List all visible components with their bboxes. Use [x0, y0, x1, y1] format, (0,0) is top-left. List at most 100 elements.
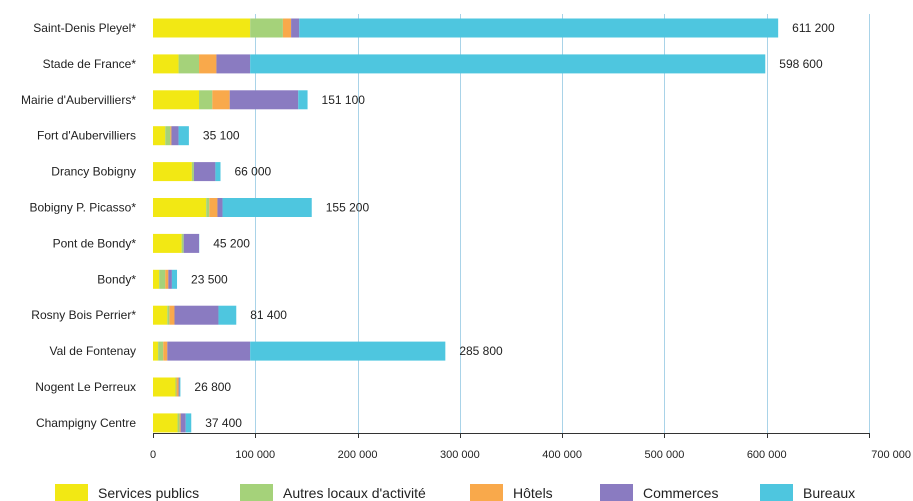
- x-tick-label-6: 600 000: [747, 449, 787, 461]
- category-label-9: Val de Fontenay: [49, 344, 136, 358]
- total-labels: 611 200 598 600 151 100 35 100 66 000 155 200…: [191, 21, 835, 430]
- bar-segment-8-2: [169, 305, 175, 325]
- bar-segment-5-0: [153, 198, 207, 217]
- bar-segment-0-1: [250, 18, 283, 38]
- bar-segment-9-2: [163, 341, 168, 361]
- bar-segment-1-1: [178, 54, 200, 74]
- bar-segment-10-0: [153, 377, 176, 397]
- category-label-1: Stade de France*: [43, 57, 137, 71]
- bar-segment-7-4: [171, 269, 178, 289]
- total-label-8: 81 400: [250, 308, 287, 322]
- x-axis: 0 100 000 200 000 300 000 400 000 500 000 600 …: [150, 433, 911, 461]
- bar-segment-10-3: [178, 377, 180, 397]
- bar-segment-8-4: [218, 305, 237, 325]
- total-label-0: 611 200: [792, 21, 835, 35]
- bar-segment-0-0: [153, 18, 251, 38]
- legend: Services publics Autres locaux d'activité…: [55, 484, 855, 501]
- legend-swatch-3: [600, 484, 633, 501]
- total-label-11: 37 400: [205, 416, 242, 430]
- x-tick-label-4: 400 000: [542, 449, 582, 461]
- x-tick-label-2: 200 000: [338, 449, 378, 461]
- bar-segment-5-3: [217, 198, 223, 217]
- total-label-2: 151 100: [322, 93, 366, 107]
- bar-segment-3-1: [165, 126, 171, 146]
- category-label-7: Bondy*: [97, 272, 136, 286]
- bar-segment-11-1: [177, 413, 180, 433]
- legend-label-0: Services publics: [98, 485, 199, 501]
- bar-segment-3-0: [153, 126, 166, 146]
- bar-segment-7-0: [153, 269, 160, 289]
- bar-segment-3-3: [171, 126, 179, 146]
- category-label-3: Fort d'Aubervilliers: [37, 129, 136, 143]
- bar-segment-11-4: [185, 413, 192, 433]
- legend-label-4: Bureaux: [803, 485, 855, 501]
- bar-segment-2-2: [212, 90, 230, 110]
- total-label-9: 285 800: [459, 344, 503, 358]
- bar-segment-6-1: [181, 233, 184, 253]
- bar-segment-0-3: [291, 18, 300, 38]
- category-label-5: Bobigny P. Picasso*: [29, 201, 136, 215]
- bar-segment-2-3: [229, 90, 299, 110]
- bar-segment-1-4: [250, 54, 766, 74]
- x-tick-label-0: 0: [150, 449, 156, 461]
- bar-segment-11-2: [179, 413, 181, 433]
- bar-segment-3-4: [178, 126, 189, 146]
- legend-label-3: Commerces: [643, 485, 718, 501]
- category-label-8: Rosny Bois Perrier*: [31, 308, 136, 322]
- bar-segment-10-4: [179, 377, 181, 397]
- bar-segment-9-1: [158, 341, 164, 361]
- legend-label-1: Autres locaux d'activité: [283, 485, 426, 501]
- bar-segment-9-0: [153, 341, 159, 361]
- bar-segment-8-1: [167, 305, 170, 325]
- bar-segment-10-1: [175, 377, 177, 397]
- legend-label-2: Hôtels: [513, 485, 553, 501]
- total-label-4: 66 000: [235, 165, 272, 179]
- bar-segment-8-3: [174, 305, 219, 325]
- category-label-6: Pont de Bondy*: [53, 236, 137, 250]
- x-tick-label-3: 300 000: [440, 449, 480, 461]
- x-tick-label-1: 100 000: [235, 449, 275, 461]
- bar-segment-2-0: [153, 90, 200, 110]
- bar-segment-0-4: [299, 18, 779, 38]
- category-label-0: Saint-Denis Pleyel*: [33, 21, 136, 35]
- gridlines: [255, 14, 870, 433]
- x-tick-label-5: 500 000: [645, 449, 685, 461]
- category-label-11: Champigny Centre: [36, 416, 136, 430]
- bar-segment-11-0: [153, 413, 178, 433]
- total-label-6: 45 200: [213, 236, 250, 250]
- bar-segment-4-0: [153, 162, 192, 182]
- bar-segment-7-2: [165, 269, 169, 289]
- total-label-7: 23 500: [191, 272, 228, 286]
- total-label-1: 598 600: [779, 57, 823, 71]
- category-label-4: Drancy Bobigny: [51, 165, 136, 179]
- total-label-5: 155 200: [326, 201, 370, 215]
- bar-segment-3-2: [170, 126, 172, 146]
- bar-segment-10-2: [176, 377, 179, 397]
- bar-segment-1-0: [153, 54, 179, 74]
- x-tick-label-7: 700 000: [871, 449, 911, 461]
- bar-segment-6-0: [153, 233, 182, 253]
- legend-swatch-1: [240, 484, 273, 501]
- legend-swatch-4: [760, 484, 793, 501]
- bar-segment-11-3: [180, 413, 186, 433]
- category-label-10: Nogent Le Perreux: [35, 380, 136, 394]
- bar-segment-2-1: [199, 90, 213, 110]
- total-label-10: 26 800: [194, 380, 231, 394]
- bar-segment-7-1: [159, 269, 166, 289]
- bar-segment-9-3: [167, 341, 251, 361]
- legend-swatch-0: [55, 484, 88, 501]
- bar-segment-4-1: [191, 162, 194, 182]
- legend-swatch-2: [470, 484, 503, 501]
- bar-segment-0-2: [282, 18, 292, 38]
- bar-segment-1-2: [199, 54, 217, 74]
- bar-segment-4-4: [215, 162, 221, 182]
- bar-segment-5-4: [222, 198, 312, 217]
- bar-segment-8-0: [153, 305, 168, 325]
- bar-segment-6-3: [183, 233, 200, 253]
- bar-segment-9-4: [250, 341, 446, 361]
- bar-segment-1-3: [216, 54, 251, 74]
- bar-segment-4-3: [193, 162, 216, 182]
- total-label-3: 35 100: [203, 129, 240, 143]
- bars: [153, 18, 779, 433]
